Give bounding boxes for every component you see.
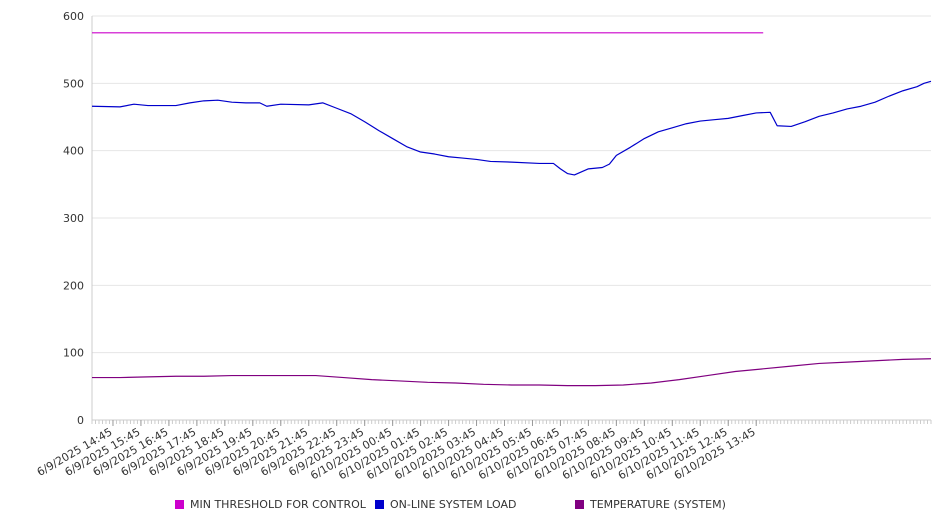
legend-item-temperature[interactable]: TEMPERATURE (SYSTEM) [575, 498, 726, 511]
y-axis: 0 100 200 300 400 500 600 [63, 10, 93, 427]
chart-legend: MIN THRESHOLD FOR CONTROL ON-LINE SYSTEM… [0, 498, 946, 514]
legend-label-min-threshold: MIN THRESHOLD FOR CONTROL [190, 498, 366, 511]
legend-swatch-temperature [575, 500, 584, 509]
y-tick-label: 600 [63, 10, 84, 23]
y-tick-label: 0 [77, 414, 84, 427]
series-line-temperature [92, 358, 932, 387]
legend-swatch-min-threshold [175, 500, 184, 509]
legend-item-system-load[interactable]: ON-LINE SYSTEM LOAD [375, 498, 516, 511]
grid-lines [92, 15, 931, 354]
y-tick-label: 500 [63, 77, 84, 90]
x-axis: 6/9/2025 14:456/9/2025 15:456/9/2025 16:… [35, 419, 932, 482]
y-tick-label: 200 [63, 279, 84, 292]
legend-label-system-load: ON-LINE SYSTEM LOAD [390, 498, 517, 511]
y-tick-label: 400 [63, 145, 84, 158]
series-lines [91, 32, 932, 387]
y-tick-label: 300 [63, 212, 84, 225]
legend-label-temperature: TEMPERATURE (SYSTEM) [590, 498, 726, 511]
y-tick-label: 100 [63, 347, 84, 360]
legend-swatch-system-load [375, 500, 384, 509]
series-line-system-load [91, 80, 932, 176]
legend-item-min-threshold[interactable]: MIN THRESHOLD FOR CONTROL [175, 498, 366, 511]
